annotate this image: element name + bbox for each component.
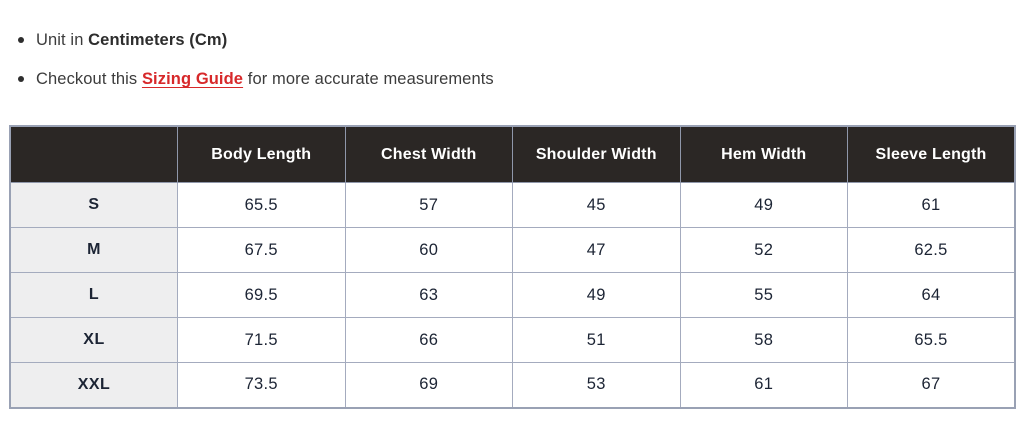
table-row: M 67.5 60 47 52 62.5 xyxy=(9,227,1016,273)
measurement-cell: 61 xyxy=(847,182,1016,228)
measurement-cell: 57 xyxy=(344,182,513,228)
size-label-cell: S xyxy=(9,182,178,228)
sizing-guide-note: Checkout this Sizing Guide for more accu… xyxy=(12,69,1002,89)
measurement-cell: 61 xyxy=(679,362,848,408)
sizing-guide-link[interactable]: Sizing Guide xyxy=(141,70,244,88)
measurement-cell: 69.5 xyxy=(177,272,346,318)
sizing-guide-suffix: for more accurate measurements xyxy=(243,70,494,88)
table-row: S 65.5 57 45 49 61 xyxy=(9,182,1016,228)
measurement-cell: 58 xyxy=(679,317,848,363)
table-row: XXL 73.5 69 53 61 67 xyxy=(9,362,1016,408)
size-chart-body: S 65.5 57 45 49 61 M 67.5 60 47 52 62.5 L 69.5 63 49 55 6… xyxy=(9,182,1016,408)
unit-note: Unit in Centimeters (Cm) xyxy=(12,30,1002,50)
column-header-hem-width: Hem Width xyxy=(679,125,848,183)
bullet-icon xyxy=(18,37,24,43)
measurement-cell: 60 xyxy=(344,227,513,273)
measurement-cell: 49 xyxy=(512,272,681,318)
size-chart-header: Body Length Chest Width Shoulder Width H… xyxy=(9,125,1016,183)
notes-list: Unit in Centimeters (Cm) Checkout this S… xyxy=(12,30,1002,108)
measurement-cell: 63 xyxy=(344,272,513,318)
measurement-cell: 49 xyxy=(679,182,848,228)
column-header-sleeve-length: Sleeve Length xyxy=(847,125,1016,183)
measurement-cell: 51 xyxy=(512,317,681,363)
measurement-cell: 67.5 xyxy=(177,227,346,273)
measurement-cell: 53 xyxy=(512,362,681,408)
corner-cell xyxy=(9,125,178,183)
size-label-cell: XXL xyxy=(9,362,178,408)
size-chart-container: Body Length Chest Width Shoulder Width H… xyxy=(9,125,1016,409)
column-header-shoulder-width: Shoulder Width xyxy=(512,125,681,183)
measurement-cell: 65.5 xyxy=(177,182,346,228)
measurement-cell: 45 xyxy=(512,182,681,228)
size-label-cell: M xyxy=(9,227,178,273)
measurement-cell: 73.5 xyxy=(177,362,346,408)
header-row: Body Length Chest Width Shoulder Width H… xyxy=(9,125,1016,183)
measurement-cell: 69 xyxy=(344,362,513,408)
measurement-cell: 55 xyxy=(679,272,848,318)
size-label-cell: L xyxy=(9,272,178,318)
measurement-cell: 64 xyxy=(847,272,1016,318)
table-row: L 69.5 63 49 55 64 xyxy=(9,272,1016,318)
bullet-icon xyxy=(18,76,24,82)
unit-note-prefix: Unit in xyxy=(36,31,89,49)
measurement-cell: 62.5 xyxy=(847,227,1016,273)
sizing-guide-prefix: Checkout this xyxy=(36,70,142,88)
unit-note-value: Centimeters (Cm) xyxy=(88,31,228,49)
column-header-chest-width: Chest Width xyxy=(344,125,513,183)
measurement-cell: 65.5 xyxy=(847,317,1016,363)
table-row: XL 71.5 66 51 58 65.5 xyxy=(9,317,1016,363)
measurement-cell: 67 xyxy=(847,362,1016,408)
measurement-cell: 47 xyxy=(512,227,681,273)
measurement-cell: 52 xyxy=(679,227,848,273)
measurement-cell: 71.5 xyxy=(177,317,346,363)
size-chart-table: Body Length Chest Width Shoulder Width H… xyxy=(9,125,1016,409)
measurement-cell: 66 xyxy=(344,317,513,363)
size-label-cell: XL xyxy=(9,317,178,363)
column-header-body-length: Body Length xyxy=(177,125,346,183)
